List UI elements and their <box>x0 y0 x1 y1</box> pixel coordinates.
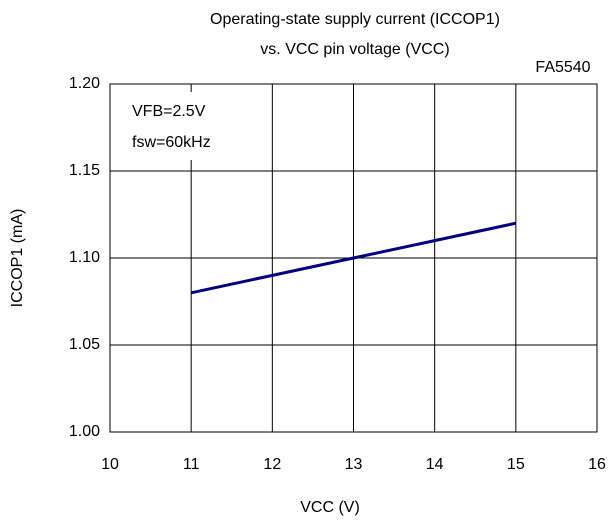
annotation-box <box>120 92 252 160</box>
data-line <box>190 221 517 295</box>
x-tick-label: 13 <box>345 456 363 473</box>
y-tick-label: 1.00 <box>69 423 100 440</box>
annotation: fsw=60kHz <box>132 134 211 151</box>
plot-border <box>109 83 598 433</box>
chart-title: Operating-state supply current (ICCOP1) <box>210 11 500 28</box>
x-tick-label: 16 <box>588 456 606 473</box>
y-tick-label: 1.20 <box>69 75 100 92</box>
x-tick-label: 14 <box>426 456 444 473</box>
y-tick-label: 1.15 <box>69 162 100 179</box>
x-tick-label: 15 <box>507 456 525 473</box>
y-axis-label: ICCOP1 (mA) <box>9 209 26 308</box>
x-tick-label: 11 <box>183 456 200 473</box>
y-tick-label: 1.10 <box>69 249 100 266</box>
annotation: FA5540 <box>535 59 590 76</box>
chart-title: vs. VCC pin voltage (VCC) <box>260 41 449 58</box>
x-tick-label: 10 <box>101 456 119 473</box>
x-axis-label: VCC (V) <box>300 499 360 516</box>
annotation: VFB=2.5V <box>132 103 206 120</box>
x-tick-label: 12 <box>263 456 281 473</box>
y-tick-label: 1.05 <box>69 336 100 353</box>
